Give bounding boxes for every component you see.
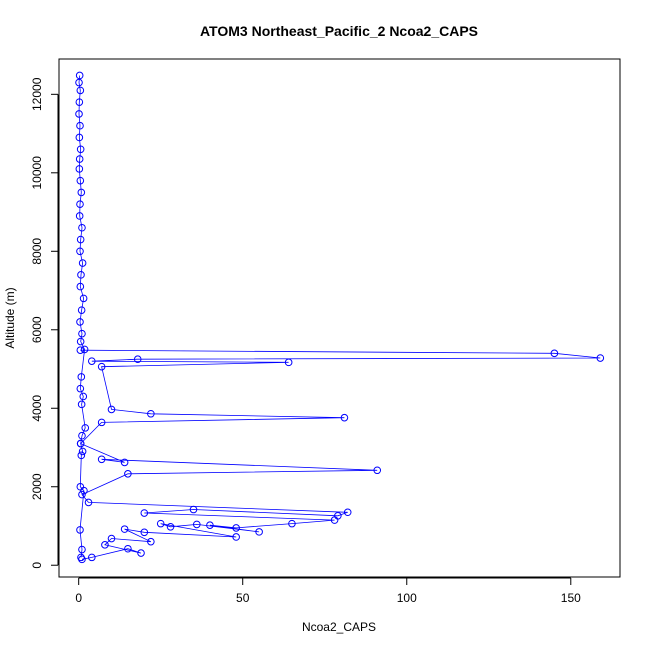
data-point [78, 329, 86, 338]
data-point [107, 405, 116, 414]
y-axis: 0 2000 4000 6000 8000 10000 12000 [30, 77, 59, 569]
data-point [255, 528, 263, 536]
data-point [166, 522, 175, 531]
data-point [76, 200, 84, 208]
data-point [76, 247, 84, 256]
y-tick-label-3: 6000 [30, 316, 44, 343]
data-point [140, 509, 149, 517]
data-point [88, 553, 96, 562]
y-tick-label-2: 4000 [30, 395, 44, 422]
data-point [120, 525, 129, 533]
data-point [77, 188, 86, 197]
data-point [124, 544, 132, 553]
data-point [140, 528, 149, 537]
data-point [80, 486, 88, 495]
data-point [147, 537, 155, 546]
data-point [550, 349, 559, 358]
data-point [373, 466, 382, 475]
data-point [77, 271, 85, 279]
y-tick-label-5: 10000 [30, 156, 44, 190]
data-point [107, 534, 116, 543]
data-point [133, 355, 142, 364]
data-point [75, 155, 84, 163]
data-point [330, 516, 339, 524]
data-point [147, 409, 155, 418]
data-point [76, 145, 85, 154]
data-point [124, 469, 132, 478]
data-point [288, 519, 296, 528]
data-point [79, 294, 88, 303]
data-point [284, 358, 293, 367]
data-point [137, 549, 145, 557]
data-point [76, 439, 85, 448]
data-point [84, 498, 93, 507]
data-point [76, 176, 85, 185]
data-point [76, 346, 85, 354]
data-point [206, 521, 214, 530]
data-point [76, 526, 84, 534]
data-point [97, 362, 106, 371]
data-point [78, 555, 86, 564]
series-1-line [80, 349, 601, 560]
data-point [75, 71, 84, 80]
data-point [78, 545, 86, 554]
data-point [77, 306, 86, 314]
data-point [192, 520, 201, 529]
y-tick-label-1: 2000 [30, 473, 44, 500]
data-point [76, 86, 85, 95]
data-point [120, 458, 129, 467]
x-tick-label-2: 100 [397, 591, 417, 605]
data-point [189, 505, 198, 514]
data-point [343, 508, 352, 517]
data-point [232, 524, 240, 532]
plot-frame [58, 58, 621, 578]
data-point [78, 223, 86, 232]
y-tick-label-4: 8000 [30, 238, 44, 265]
data-point [97, 418, 106, 427]
data-point [77, 373, 86, 381]
data-point [156, 519, 165, 528]
data-point [76, 282, 85, 291]
data-point [78, 490, 86, 499]
data-point [75, 98, 84, 106]
x-axis: 0 50 100 150 [75, 577, 581, 605]
series-0-line [78, 75, 86, 558]
data-point [78, 447, 87, 456]
data-point [232, 533, 240, 541]
data-point [77, 451, 86, 460]
y-tick-label-6: 12000 [30, 77, 44, 111]
data-point [76, 318, 84, 326]
data-point [75, 212, 84, 220]
data-point [76, 235, 85, 244]
data-point [88, 357, 96, 365]
data-point [75, 165, 84, 173]
data-point [80, 345, 89, 354]
data-point [75, 133, 84, 142]
data-point [97, 455, 106, 464]
data-point [101, 541, 109, 549]
chart-title: ATOM3 Northeast_Pacific_2 Ncoa2_CAPS [200, 23, 478, 39]
series-points [75, 71, 605, 564]
data-point [81, 424, 90, 432]
data-point [76, 121, 84, 130]
data-point [77, 400, 86, 409]
x-axis-label: Ncoa2_CAPS [302, 620, 376, 634]
data-point [75, 78, 83, 87]
x-tick-label-1: 50 [236, 591, 250, 605]
data-point [76, 337, 85, 346]
y-axis-label: Altitude (m) [3, 287, 17, 348]
data-point [76, 384, 85, 393]
data-point [596, 354, 605, 362]
data-point [78, 431, 86, 440]
data-point [75, 110, 83, 118]
series-lines [78, 75, 601, 560]
data-point [340, 413, 349, 422]
x-tick-label-3: 150 [561, 591, 581, 605]
x-tick-label-0: 0 [75, 591, 82, 605]
data-point [79, 392, 88, 401]
y-tick-label-0: 0 [30, 562, 44, 569]
data-point [78, 259, 87, 267]
